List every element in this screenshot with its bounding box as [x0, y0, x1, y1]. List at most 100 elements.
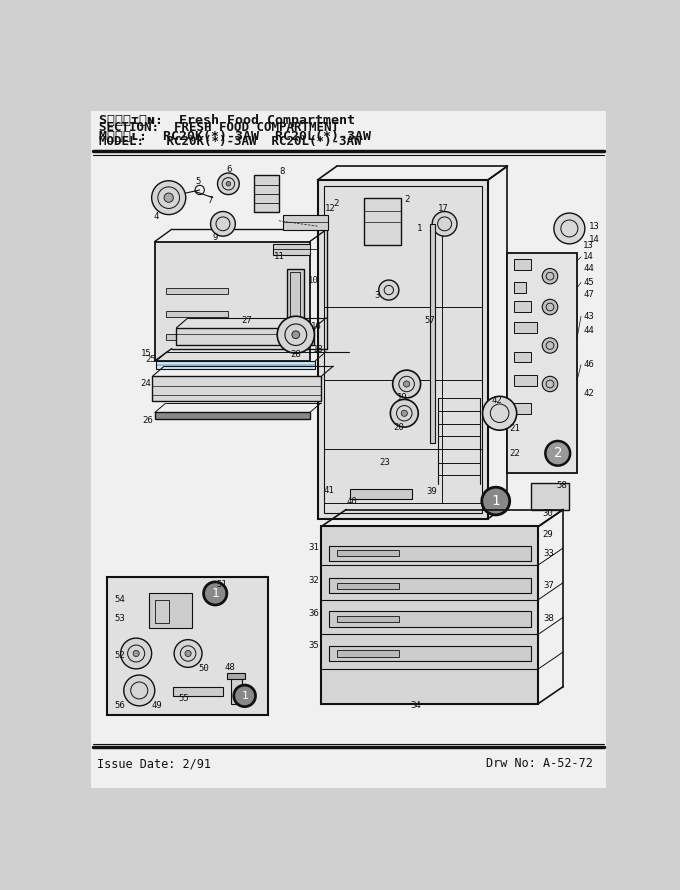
Text: 24: 24 — [141, 379, 152, 389]
Bar — [513, 375, 537, 385]
Text: Drw No: A-52-72: Drw No: A-52-72 — [486, 757, 593, 771]
Bar — [176, 328, 314, 344]
Text: 12: 12 — [325, 204, 336, 213]
Text: 2: 2 — [333, 198, 339, 207]
Circle shape — [120, 638, 152, 669]
Circle shape — [379, 280, 399, 300]
Text: 42: 42 — [492, 396, 503, 406]
Text: 53: 53 — [114, 614, 125, 623]
Bar — [231, 676, 241, 704]
Text: Issue Date: 2/91: Issue Date: 2/91 — [97, 757, 211, 771]
Text: 41: 41 — [324, 486, 335, 495]
Text: 10: 10 — [308, 276, 319, 285]
Bar — [152, 376, 322, 400]
Circle shape — [483, 396, 517, 430]
Text: 15: 15 — [141, 349, 152, 358]
Bar — [337, 616, 399, 622]
Circle shape — [164, 193, 173, 202]
Circle shape — [234, 685, 256, 707]
Circle shape — [218, 173, 239, 195]
Circle shape — [542, 376, 558, 392]
Text: 44: 44 — [583, 326, 594, 335]
Bar — [273, 244, 310, 255]
Bar — [507, 253, 577, 473]
Circle shape — [174, 640, 202, 668]
Text: 8: 8 — [279, 167, 285, 176]
Text: 1: 1 — [492, 494, 500, 508]
Text: 14: 14 — [589, 235, 600, 244]
Text: 37: 37 — [544, 581, 555, 590]
Text: 33: 33 — [544, 549, 555, 558]
Text: 31: 31 — [308, 543, 319, 552]
Text: 1: 1 — [241, 691, 248, 700]
Text: SECTION:  FRESH FOOD COMPARTMENT: SECTION: FRESH FOOD COMPARTMENT — [99, 121, 339, 134]
Bar — [530, 482, 569, 509]
Bar — [513, 352, 530, 362]
Text: 43: 43 — [583, 312, 594, 320]
Text: 26: 26 — [142, 417, 153, 425]
Bar — [430, 224, 435, 443]
Bar — [329, 646, 530, 661]
Text: 13: 13 — [589, 222, 600, 231]
Bar — [350, 490, 412, 498]
Text: 23: 23 — [379, 458, 390, 467]
Bar — [513, 259, 530, 270]
Text: 11: 11 — [274, 253, 285, 262]
Bar — [337, 651, 399, 657]
Text: 39: 39 — [426, 488, 437, 497]
Circle shape — [545, 441, 570, 465]
Text: 48: 48 — [224, 663, 235, 672]
Bar — [324, 186, 482, 513]
Bar — [286, 269, 303, 330]
Text: 27: 27 — [241, 316, 252, 326]
Text: 21: 21 — [509, 425, 520, 433]
Circle shape — [133, 651, 139, 657]
Text: 9: 9 — [212, 233, 218, 242]
Circle shape — [277, 316, 314, 353]
Text: 16: 16 — [311, 322, 322, 331]
Text: 46: 46 — [583, 360, 594, 369]
Circle shape — [482, 487, 510, 515]
Text: 20: 20 — [394, 423, 404, 432]
Text: 19: 19 — [396, 393, 407, 402]
Text: 4: 4 — [153, 213, 158, 222]
Text: 28: 28 — [290, 351, 301, 360]
Circle shape — [542, 338, 558, 353]
Text: 42: 42 — [583, 389, 594, 398]
Bar — [167, 287, 228, 294]
Bar — [329, 546, 530, 561]
Circle shape — [403, 381, 410, 387]
Text: 2: 2 — [405, 195, 409, 204]
Circle shape — [401, 410, 407, 417]
Bar — [156, 361, 315, 368]
Bar — [329, 611, 530, 627]
Bar — [513, 403, 530, 414]
Text: 2: 2 — [554, 446, 562, 460]
Circle shape — [542, 299, 558, 315]
Bar — [513, 322, 537, 333]
Bar — [155, 600, 169, 623]
Circle shape — [152, 181, 186, 214]
Text: 56: 56 — [114, 701, 125, 710]
Bar — [227, 673, 245, 679]
Bar — [290, 272, 301, 327]
Text: Sᴇᴄᴛɪᴏɴ:  Fresh Food Compartment: Sᴇᴄᴛɪᴏɴ: Fresh Food Compartment — [99, 114, 355, 127]
Text: 40: 40 — [347, 497, 358, 506]
Text: 54: 54 — [114, 595, 125, 604]
Text: 49: 49 — [152, 701, 163, 710]
Text: 34: 34 — [411, 701, 421, 710]
Bar — [167, 334, 228, 340]
Text: 32: 32 — [308, 576, 319, 585]
Circle shape — [211, 212, 235, 236]
Circle shape — [390, 400, 418, 427]
Bar — [364, 198, 401, 246]
Text: 30: 30 — [542, 509, 553, 518]
Bar — [337, 550, 399, 556]
Text: 52: 52 — [114, 651, 125, 660]
Text: 50: 50 — [198, 665, 209, 674]
Bar — [167, 311, 228, 317]
Text: 14: 14 — [583, 253, 594, 262]
Text: 1: 1 — [417, 224, 422, 233]
Text: 7: 7 — [207, 196, 213, 206]
Circle shape — [554, 213, 585, 244]
